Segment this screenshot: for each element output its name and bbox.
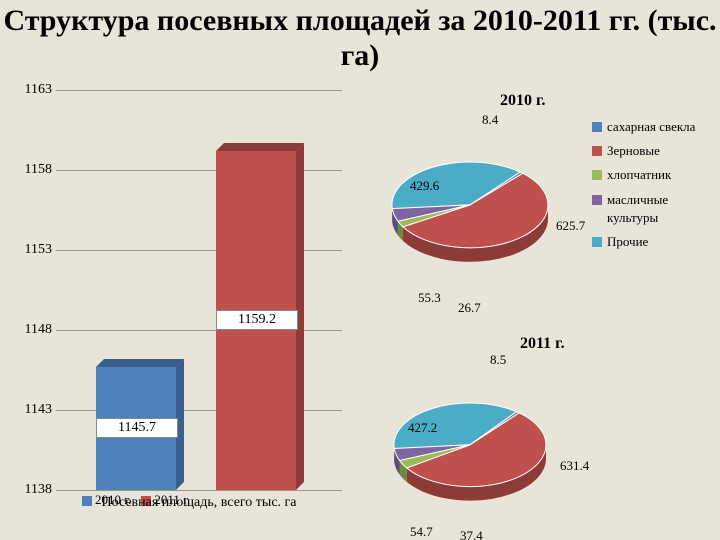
bar-plot-area: 1138114311481153115811631145.71159.2 <box>56 90 342 490</box>
pie-value-label: 427.2 <box>408 420 437 436</box>
bar-ytick: 1153 <box>12 242 52 258</box>
legend-swatch <box>592 170 602 180</box>
pie-value-label: 8.4 <box>482 112 498 128</box>
legend-item: хлопчатник <box>592 166 712 184</box>
bar-chart: 1138114311481153115811631145.71159.2 201… <box>12 90 342 520</box>
bar-ytick: 1158 <box>12 162 52 178</box>
bar-ytick: 1148 <box>12 322 52 338</box>
legend-label: хлопчатник <box>607 166 712 184</box>
bar-ytick: 1163 <box>12 82 52 98</box>
pie-svg <box>364 393 576 540</box>
bar-value-label: 1145.7 <box>96 418 178 438</box>
pie-value-label: 8.5 <box>490 352 506 368</box>
bar-top <box>96 359 184 367</box>
pie-value-label: 37.4 <box>460 528 483 540</box>
legend-label: масличные культуры <box>607 191 712 227</box>
bar-ytick: 1143 <box>12 402 52 418</box>
pie-value-label: 54.7 <box>410 524 433 540</box>
pie-legend: сахарная свекла Зерновые хлопчатник масличн… <box>592 118 712 257</box>
slide-title: Структура посевных площадей за 2010-2011… <box>0 4 720 73</box>
pie-value-label: 631.4 <box>560 458 589 474</box>
pie-value-label: 429.6 <box>410 178 439 194</box>
legend-label: сахарная свекла <box>607 118 712 136</box>
legend-label: Прочие <box>607 233 712 251</box>
bar-gridline <box>56 90 342 91</box>
legend-item: сахарная свекла <box>592 118 712 136</box>
slide: Структура посевных площадей за 2010-2011… <box>0 0 720 540</box>
legend-item: масличные культуры <box>592 191 712 227</box>
legend-item: Зерновые <box>592 142 712 160</box>
legend-swatch <box>592 122 602 132</box>
bar-top <box>216 143 304 151</box>
bar-ytick: 1138 <box>12 482 52 498</box>
legend-swatch <box>592 237 602 247</box>
bar-x-axis-label: Посевная площадь, всего тыс. га <box>56 495 342 511</box>
bar-gridline <box>56 490 342 491</box>
legend-swatch <box>592 195 602 205</box>
legend-swatch <box>592 146 602 156</box>
pie-title: 2010 г. <box>500 92 545 110</box>
bar-value-label: 1159.2 <box>216 310 298 330</box>
pie-value-label: 625.7 <box>556 218 585 234</box>
pie-title: 2011 г. <box>520 335 565 353</box>
pie-value-label: 26.7 <box>458 300 481 316</box>
legend-label: Зерновые <box>607 142 712 160</box>
legend-item: Прочие <box>592 233 712 251</box>
pie-value-label: 55.3 <box>418 290 441 306</box>
